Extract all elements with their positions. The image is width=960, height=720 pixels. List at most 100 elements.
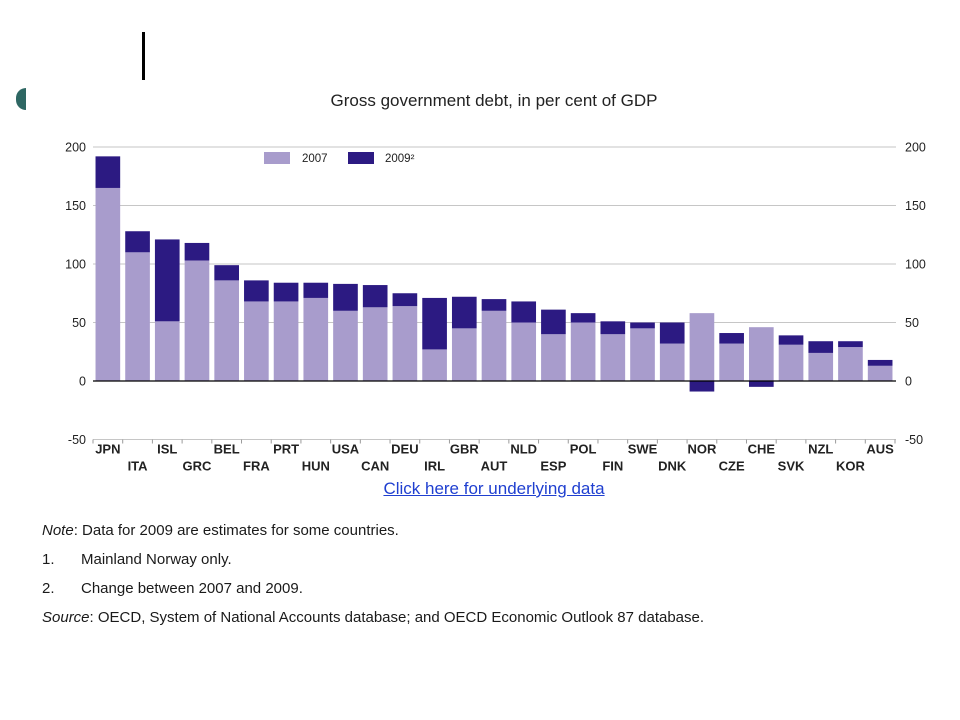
bar-2009-svk <box>778 335 804 345</box>
x-tick-label: NZL <box>808 442 833 457</box>
bar-2009-nor <box>689 381 715 392</box>
bar-2009-dnk <box>659 322 685 344</box>
x-tick-label: SVK <box>778 459 805 474</box>
x-tick-label: DEU <box>391 442 418 457</box>
bar-2009-bel <box>214 265 239 281</box>
bar-2007-fin <box>600 334 626 381</box>
underlying-data-link-container: Click here for underlying data <box>244 479 744 499</box>
footnote-text: Change between 2007 and 2009. <box>81 580 303 597</box>
x-tick-label: GBR <box>450 442 480 457</box>
bar-2009-irl <box>422 297 447 350</box>
bar-2007-cze <box>719 343 744 381</box>
y-tick-label-left: 100 <box>65 258 86 272</box>
bar-2007-kor <box>838 347 863 381</box>
footnote-number: 1. <box>42 551 55 568</box>
note-text: : Data for 2009 are estimates for some c… <box>73 522 399 539</box>
x-tick-label: HUN <box>302 459 330 474</box>
bar-2009-jpn <box>95 156 121 188</box>
bar-2007-nzl <box>808 352 834 381</box>
bar-2007-prt <box>273 301 299 381</box>
footnote-1: 1. Mainland Norway only. <box>42 551 232 569</box>
bar-2007-gbr <box>451 328 477 381</box>
footnote-2: 2. Change between 2007 and 2009. <box>42 580 303 598</box>
x-tick-label: BEL <box>214 442 240 457</box>
legend: 2007 2009² <box>264 152 415 165</box>
x-tick-label: IRL <box>424 459 445 474</box>
x-tick-label: AUS <box>866 442 894 457</box>
bars <box>95 156 893 392</box>
x-tick-label: USA <box>332 442 360 457</box>
bar-2009-esp <box>541 309 566 335</box>
y-tick-label-left: 50 <box>72 316 86 330</box>
y-tick-label-left: -50 <box>68 433 86 447</box>
bar-2007-dnk <box>659 343 685 381</box>
bar-2007-svk <box>778 344 804 381</box>
x-tick-label: GRC <box>183 459 213 474</box>
bar-2009-nzl <box>808 341 834 353</box>
bar-chart: 200 150 100 50 0 -50 200 150 100 50 0 -50 JPN ITA IS… <box>65 141 926 474</box>
bar-2007-ita <box>125 252 150 381</box>
x-tick-label: ITA <box>128 459 149 474</box>
source-text: : OECD, System of National Accounts data… <box>89 609 705 626</box>
bar-2007-hun <box>303 297 329 381</box>
bar-2007-swe <box>630 328 655 381</box>
y-tick-label-right: 150 <box>905 199 926 213</box>
bar-2007-bel <box>214 280 239 381</box>
bar-2007-esp <box>541 334 566 381</box>
bar-2009-swe <box>630 322 655 329</box>
bar-2007-isl <box>154 321 180 381</box>
gridlines <box>93 146 896 440</box>
note-label: Note <box>42 522 74 539</box>
bar-2007-nld <box>511 322 537 381</box>
y-tick-label-right: 50 <box>905 316 919 330</box>
bar-2009-prt <box>273 282 299 302</box>
bar-2009-kor <box>838 341 863 348</box>
y-tick-label-right: 200 <box>905 141 926 155</box>
bar-2009-aut <box>481 299 507 311</box>
legend-label-2007: 2007 <box>302 153 328 165</box>
bar-2009-grc <box>184 242 210 261</box>
source-line: Source: OECD, System of National Account… <box>42 609 704 627</box>
x-tick-label: JPN <box>95 442 120 457</box>
bar-2007-irl <box>422 349 447 381</box>
bar-2009-ita <box>125 231 150 253</box>
decorative-vertical-bar <box>142 32 145 80</box>
decorative-half-circle <box>16 88 26 110</box>
legend-label-2009: 2009² <box>385 153 415 165</box>
bar-2007-jpn <box>95 187 121 381</box>
footnote-number: 2. <box>42 580 55 597</box>
x-tick-label: CAN <box>361 459 389 474</box>
x-tick-label: SWE <box>628 442 658 457</box>
bar-2007-deu <box>392 306 418 381</box>
x-tick-label: NOR <box>687 442 717 457</box>
y-tick-label-right: 100 <box>905 258 926 272</box>
underlying-data-link[interactable]: Click here for underlying data <box>383 479 605 498</box>
footnote-text: Mainland Norway only. <box>81 551 232 568</box>
bar-2007-nor <box>689 313 715 381</box>
y-tick-label-left: 150 <box>65 199 86 213</box>
x-tick-label: FRA <box>243 459 270 474</box>
bar-2009-fin <box>600 321 626 335</box>
bar-2009-can <box>362 285 388 308</box>
bar-2009-che <box>749 381 774 387</box>
note-line: Note: Data for 2009 are estimates for so… <box>42 522 399 540</box>
y-axis-left: 200 150 100 50 0 -50 <box>65 141 86 448</box>
bar-2007-grc <box>184 260 210 381</box>
bar-2009-nld <box>511 301 537 323</box>
bar-2009-gbr <box>451 296 477 329</box>
chart-title: Gross government debt, in per cent of GD… <box>330 91 658 110</box>
bar-2009-aus <box>867 359 893 366</box>
bar-2009-hun <box>303 282 329 298</box>
legend-swatch-2007 <box>264 152 290 164</box>
bar-2009-deu <box>392 293 418 307</box>
x-tick-label: KOR <box>836 459 866 474</box>
bar-2007-aus <box>867 365 893 381</box>
bar-2007-usa <box>333 310 358 381</box>
x-tick-label: POL <box>570 442 597 457</box>
bar-2007-pol <box>570 322 596 381</box>
x-tick-label: ESP <box>540 459 566 474</box>
x-tick-label: CZE <box>719 459 745 474</box>
bar-2007-can <box>362 307 388 381</box>
source-label: Source <box>42 609 90 626</box>
y-axis-right: 200 150 100 50 0 -50 <box>905 141 926 448</box>
